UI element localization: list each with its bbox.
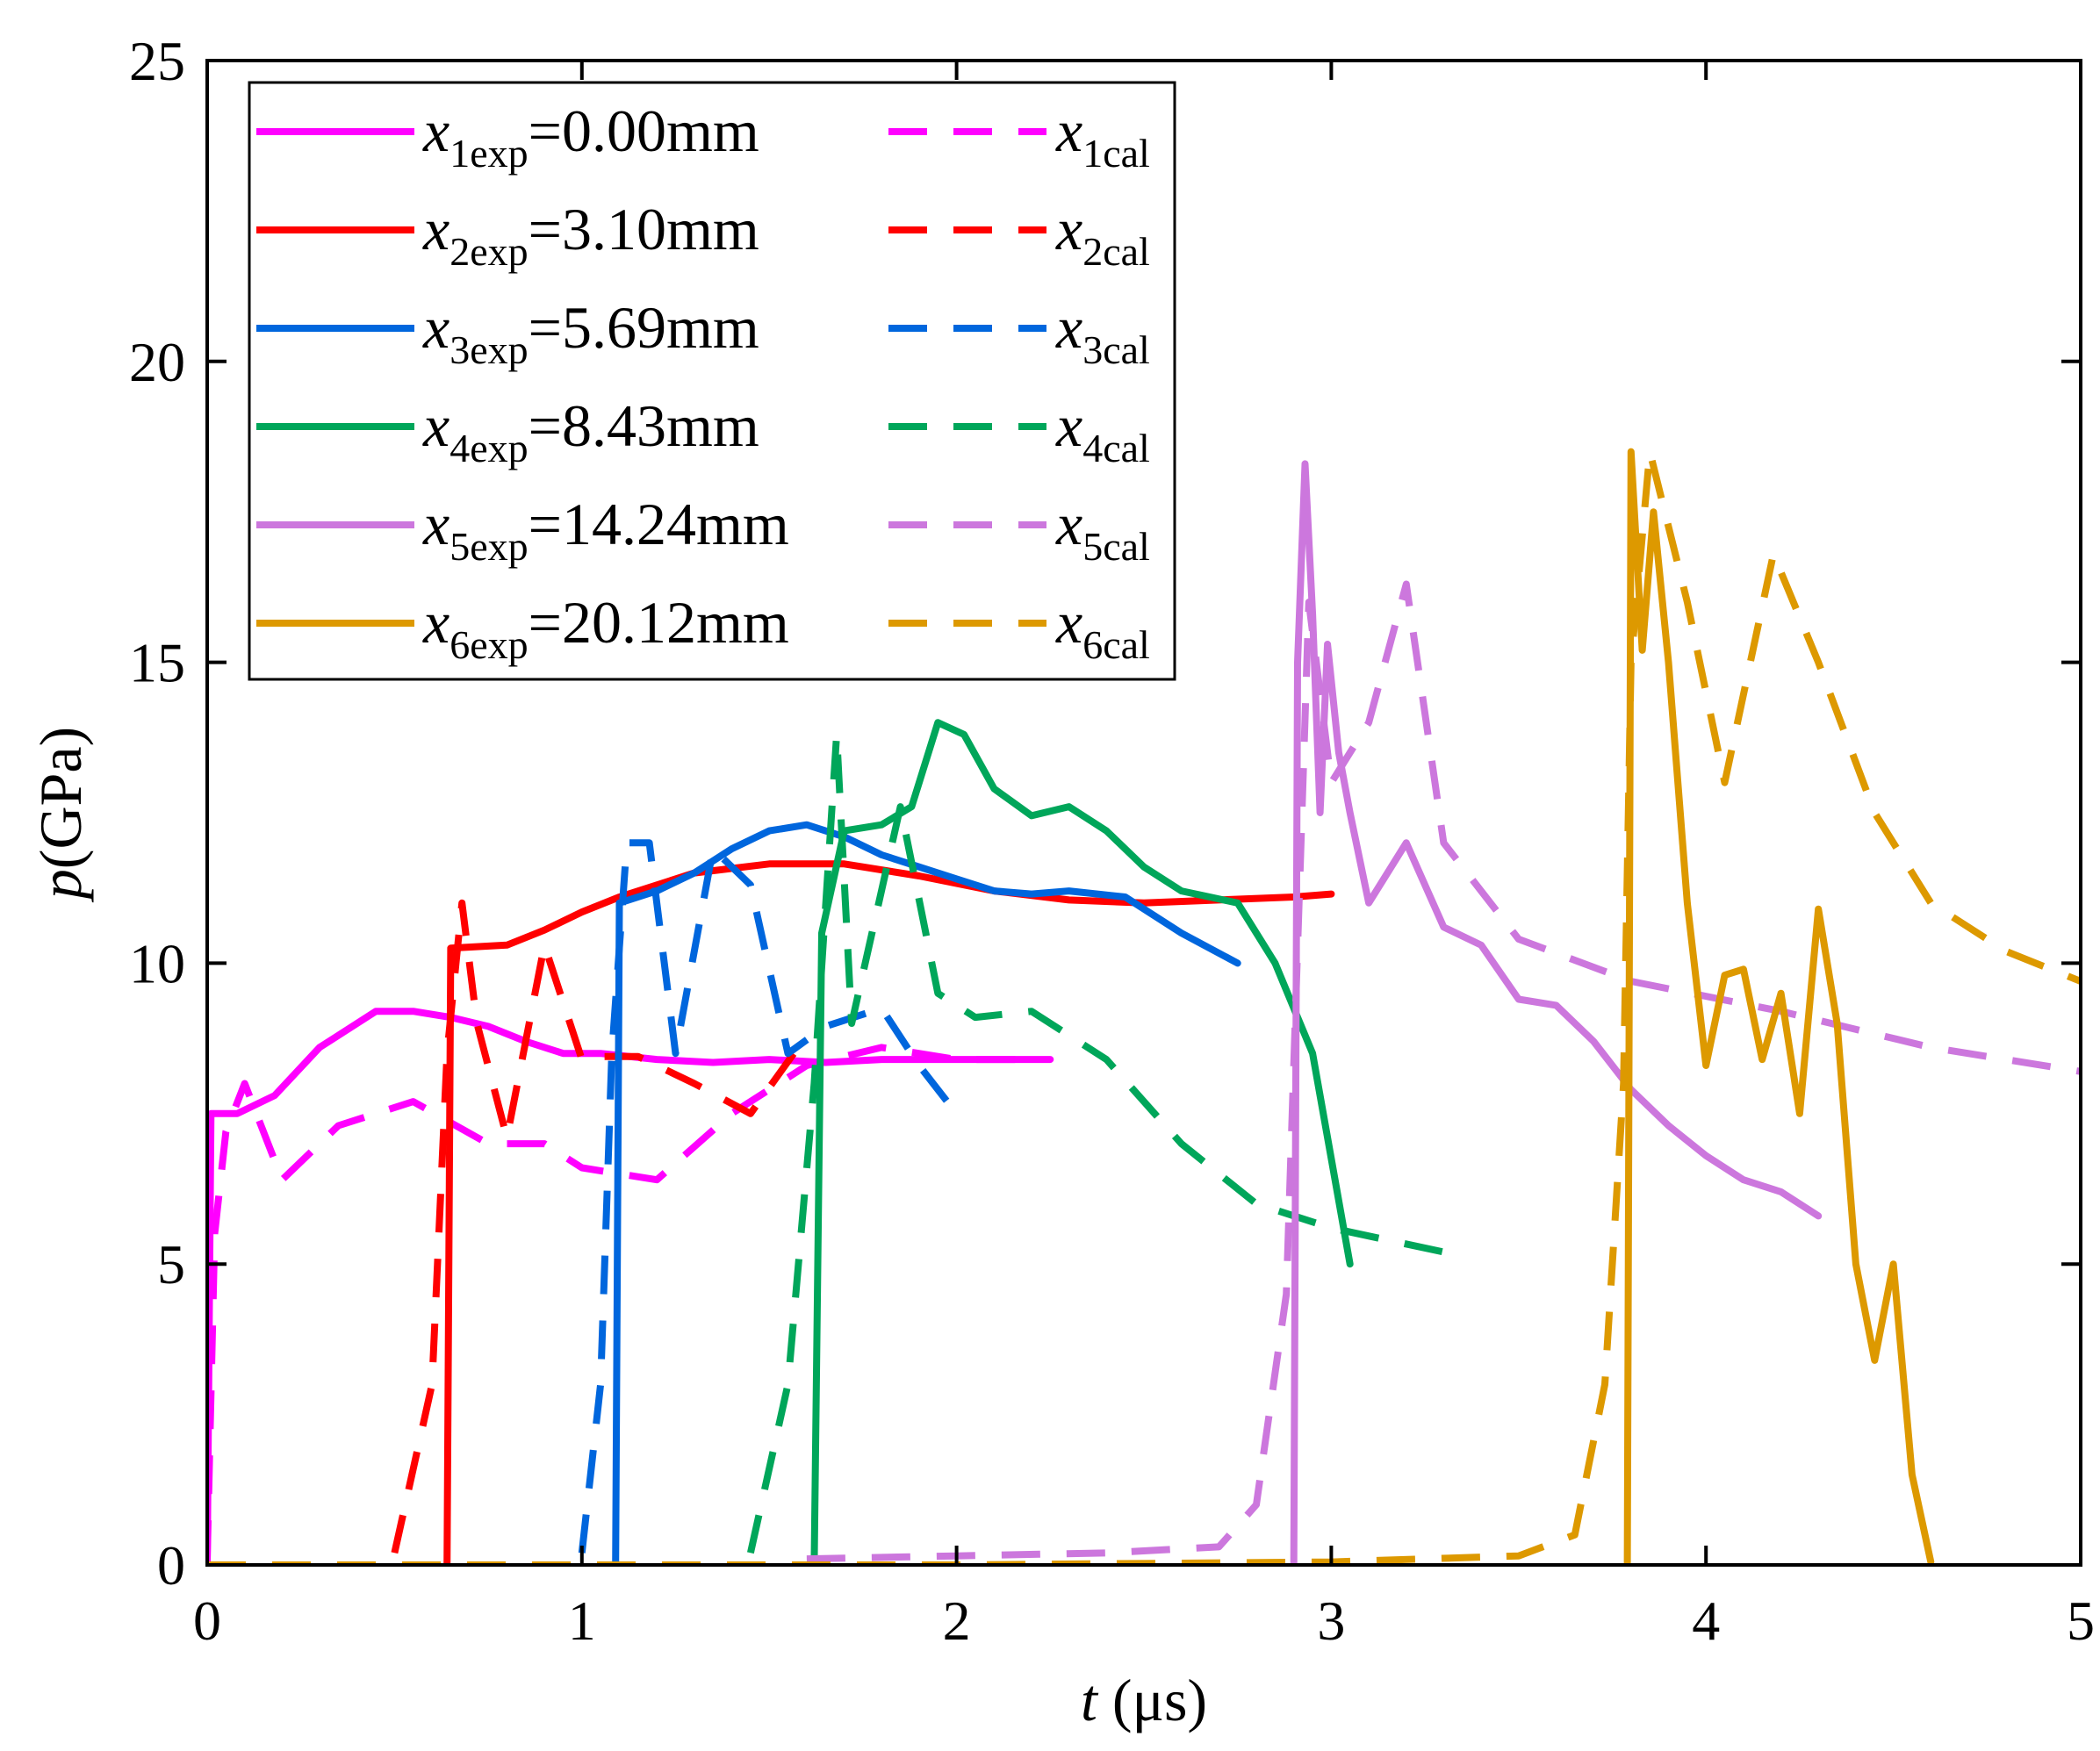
legend-subscript: exp: [470, 327, 528, 372]
legend-index: 5: [449, 524, 470, 569]
y-tick-label: 10: [129, 932, 185, 994]
x-axis-title: t (μs): [1081, 1667, 1207, 1733]
legend-index: 2: [1082, 229, 1103, 274]
x-tick-label: 0: [193, 1590, 221, 1652]
legend-index: 1: [1082, 131, 1103, 176]
legend-subscript: cal: [1103, 524, 1150, 569]
legend-subscript: cal: [1103, 426, 1150, 470]
series-line-9: [1290, 460, 1823, 1565]
legend-value: =14.24mm: [529, 491, 789, 557]
legend-label: x5exp=14.24mm: [422, 491, 789, 569]
axis-titles: t (μs) p(GPa): [27, 727, 1207, 1733]
y-axis-var: p: [27, 869, 94, 902]
x-tick-label: 1: [568, 1590, 596, 1652]
legend-index: 4: [449, 426, 470, 470]
plot-frame: [205, 59, 2082, 1567]
y-tick-label: 15: [129, 632, 185, 694]
legend-subscript: cal: [1103, 131, 1150, 176]
legend-subscript: exp: [470, 426, 528, 470]
legend-index: 5: [1082, 524, 1103, 569]
legend-var: x: [422, 196, 449, 262]
legend: x1exp=0.00mmx2exp=3.10mmx3exp=5.69mmx4ex…: [248, 81, 1176, 681]
series-line-6: [578, 839, 960, 1554]
x-tick-label: 4: [1692, 1590, 1720, 1652]
legend-var: x: [1055, 491, 1082, 557]
legend-var: x: [1055, 294, 1082, 361]
x-axis-unit: (μs): [1097, 1667, 1207, 1733]
y-tick-label: 25: [129, 30, 185, 92]
legend-var: x: [1055, 392, 1082, 459]
legend-value: =8.43mm: [529, 392, 759, 459]
series-line-2: [207, 1044, 1032, 1560]
legend-index: 2: [449, 229, 470, 274]
series-line-5: [612, 821, 1241, 1565]
legend-value: =3.10mm: [529, 196, 759, 262]
series-line-8: [746, 730, 1445, 1554]
legend-subscript: exp: [470, 131, 528, 176]
x-tick-label: 2: [943, 1590, 971, 1652]
legend-var: x: [422, 392, 449, 459]
legend-subscript: exp: [470, 622, 528, 667]
legend-label: x5cal: [1055, 491, 1150, 569]
legend-label: x4exp=8.43mm: [422, 392, 759, 470]
legend-box: [248, 81, 1176, 681]
series-line-10: [806, 580, 2081, 1563]
legend-subscript: cal: [1103, 622, 1150, 667]
y-axis-title: p(GPa): [27, 727, 94, 902]
series-line-1: [207, 1008, 1054, 1565]
legend-var: x: [422, 491, 449, 557]
x-tick-label: 3: [1317, 1590, 1345, 1652]
series-line-4: [391, 899, 810, 1554]
legend-label: x1exp=0.00mm: [422, 97, 759, 176]
legend-label: x2cal: [1055, 196, 1150, 274]
legend-index: 4: [1082, 426, 1103, 470]
legend-value: =5.69mm: [529, 294, 759, 361]
legend-index: 3: [449, 327, 470, 372]
series-line-11: [1623, 448, 1935, 1565]
legend-label: x6exp=20.12mm: [422, 589, 789, 667]
legend-index: 1: [449, 131, 470, 176]
x-tick-label: 5: [2067, 1590, 2095, 1652]
legend-label: x1cal: [1055, 97, 1150, 176]
legend-subscript: cal: [1103, 327, 1150, 372]
series-line-3: [443, 860, 1335, 1565]
y-tick-label: 5: [157, 1233, 185, 1295]
y-tick-label: 20: [129, 331, 185, 393]
legend-var: x: [1055, 589, 1082, 656]
series-layer: [207, 448, 2081, 1565]
legend-label: x2exp=3.10mm: [422, 196, 759, 274]
legend-var: x: [422, 589, 449, 656]
legend-subscript: cal: [1103, 229, 1150, 274]
y-axis-unit: (GPa): [27, 727, 94, 869]
y-tick-label: 0: [157, 1534, 185, 1597]
legend-label: x4cal: [1055, 392, 1150, 470]
legend-label: x3exp=5.69mm: [422, 294, 759, 372]
legend-value: =0.00mm: [529, 97, 759, 164]
legend-index: 3: [1082, 327, 1103, 372]
x-axis-var: t: [1081, 1667, 1099, 1733]
legend-label: x3cal: [1055, 294, 1150, 372]
series-line-7: [810, 719, 1354, 1565]
legend-label: x6cal: [1055, 589, 1150, 667]
legend-var: x: [1055, 196, 1082, 262]
legend-value: =20.12mm: [529, 589, 789, 656]
series-line-12: [207, 448, 2081, 1565]
legend-subscript: exp: [470, 524, 528, 569]
legend-index: 6: [1082, 622, 1103, 667]
legend-subscript: exp: [470, 229, 528, 274]
legend-var: x: [422, 97, 449, 164]
legend-var: x: [422, 294, 449, 361]
legend-index: 6: [449, 622, 470, 667]
legend-var: x: [1055, 97, 1082, 164]
